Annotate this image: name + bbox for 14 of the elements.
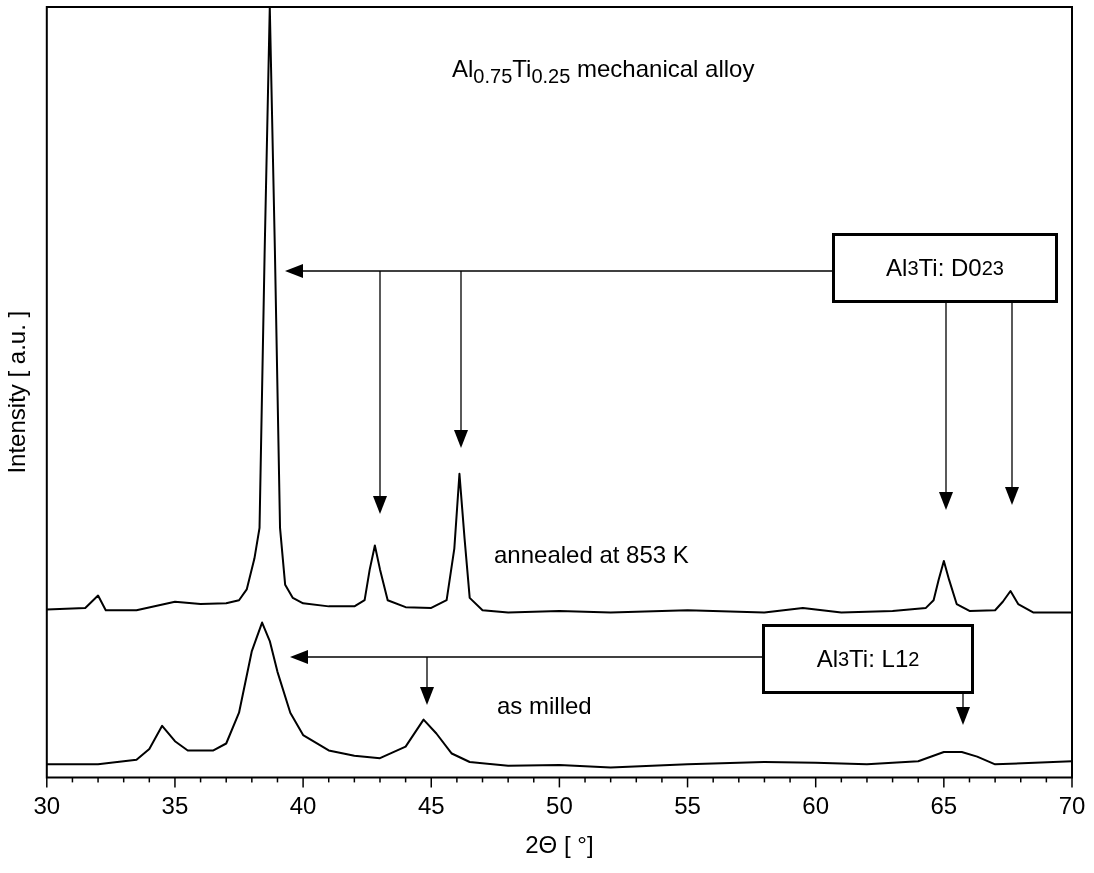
x-tick-label: 40 [289,792,317,820]
series-label: as milled [497,692,592,719]
x-tick-label: 35 [161,792,189,820]
x-tick-label: 30 [33,792,61,820]
x-axis-title: 2Θ [ °] [525,831,594,859]
x-tick-label: 65 [930,792,958,820]
x-tick-label: 60 [802,792,830,820]
y-axis-title: Intensity [ a.u. ] [3,310,31,474]
series-label: annealed at 853 K [494,541,689,568]
x-tick-label: 50 [546,792,573,820]
x-tick-label: 70 [1058,792,1086,820]
text: Al$_{0.75}$Ti$_{0.25}$ mechanical alloy [452,55,755,87]
x-tick-label: 55 [674,792,701,820]
x-tick-label: 45 [417,792,445,820]
